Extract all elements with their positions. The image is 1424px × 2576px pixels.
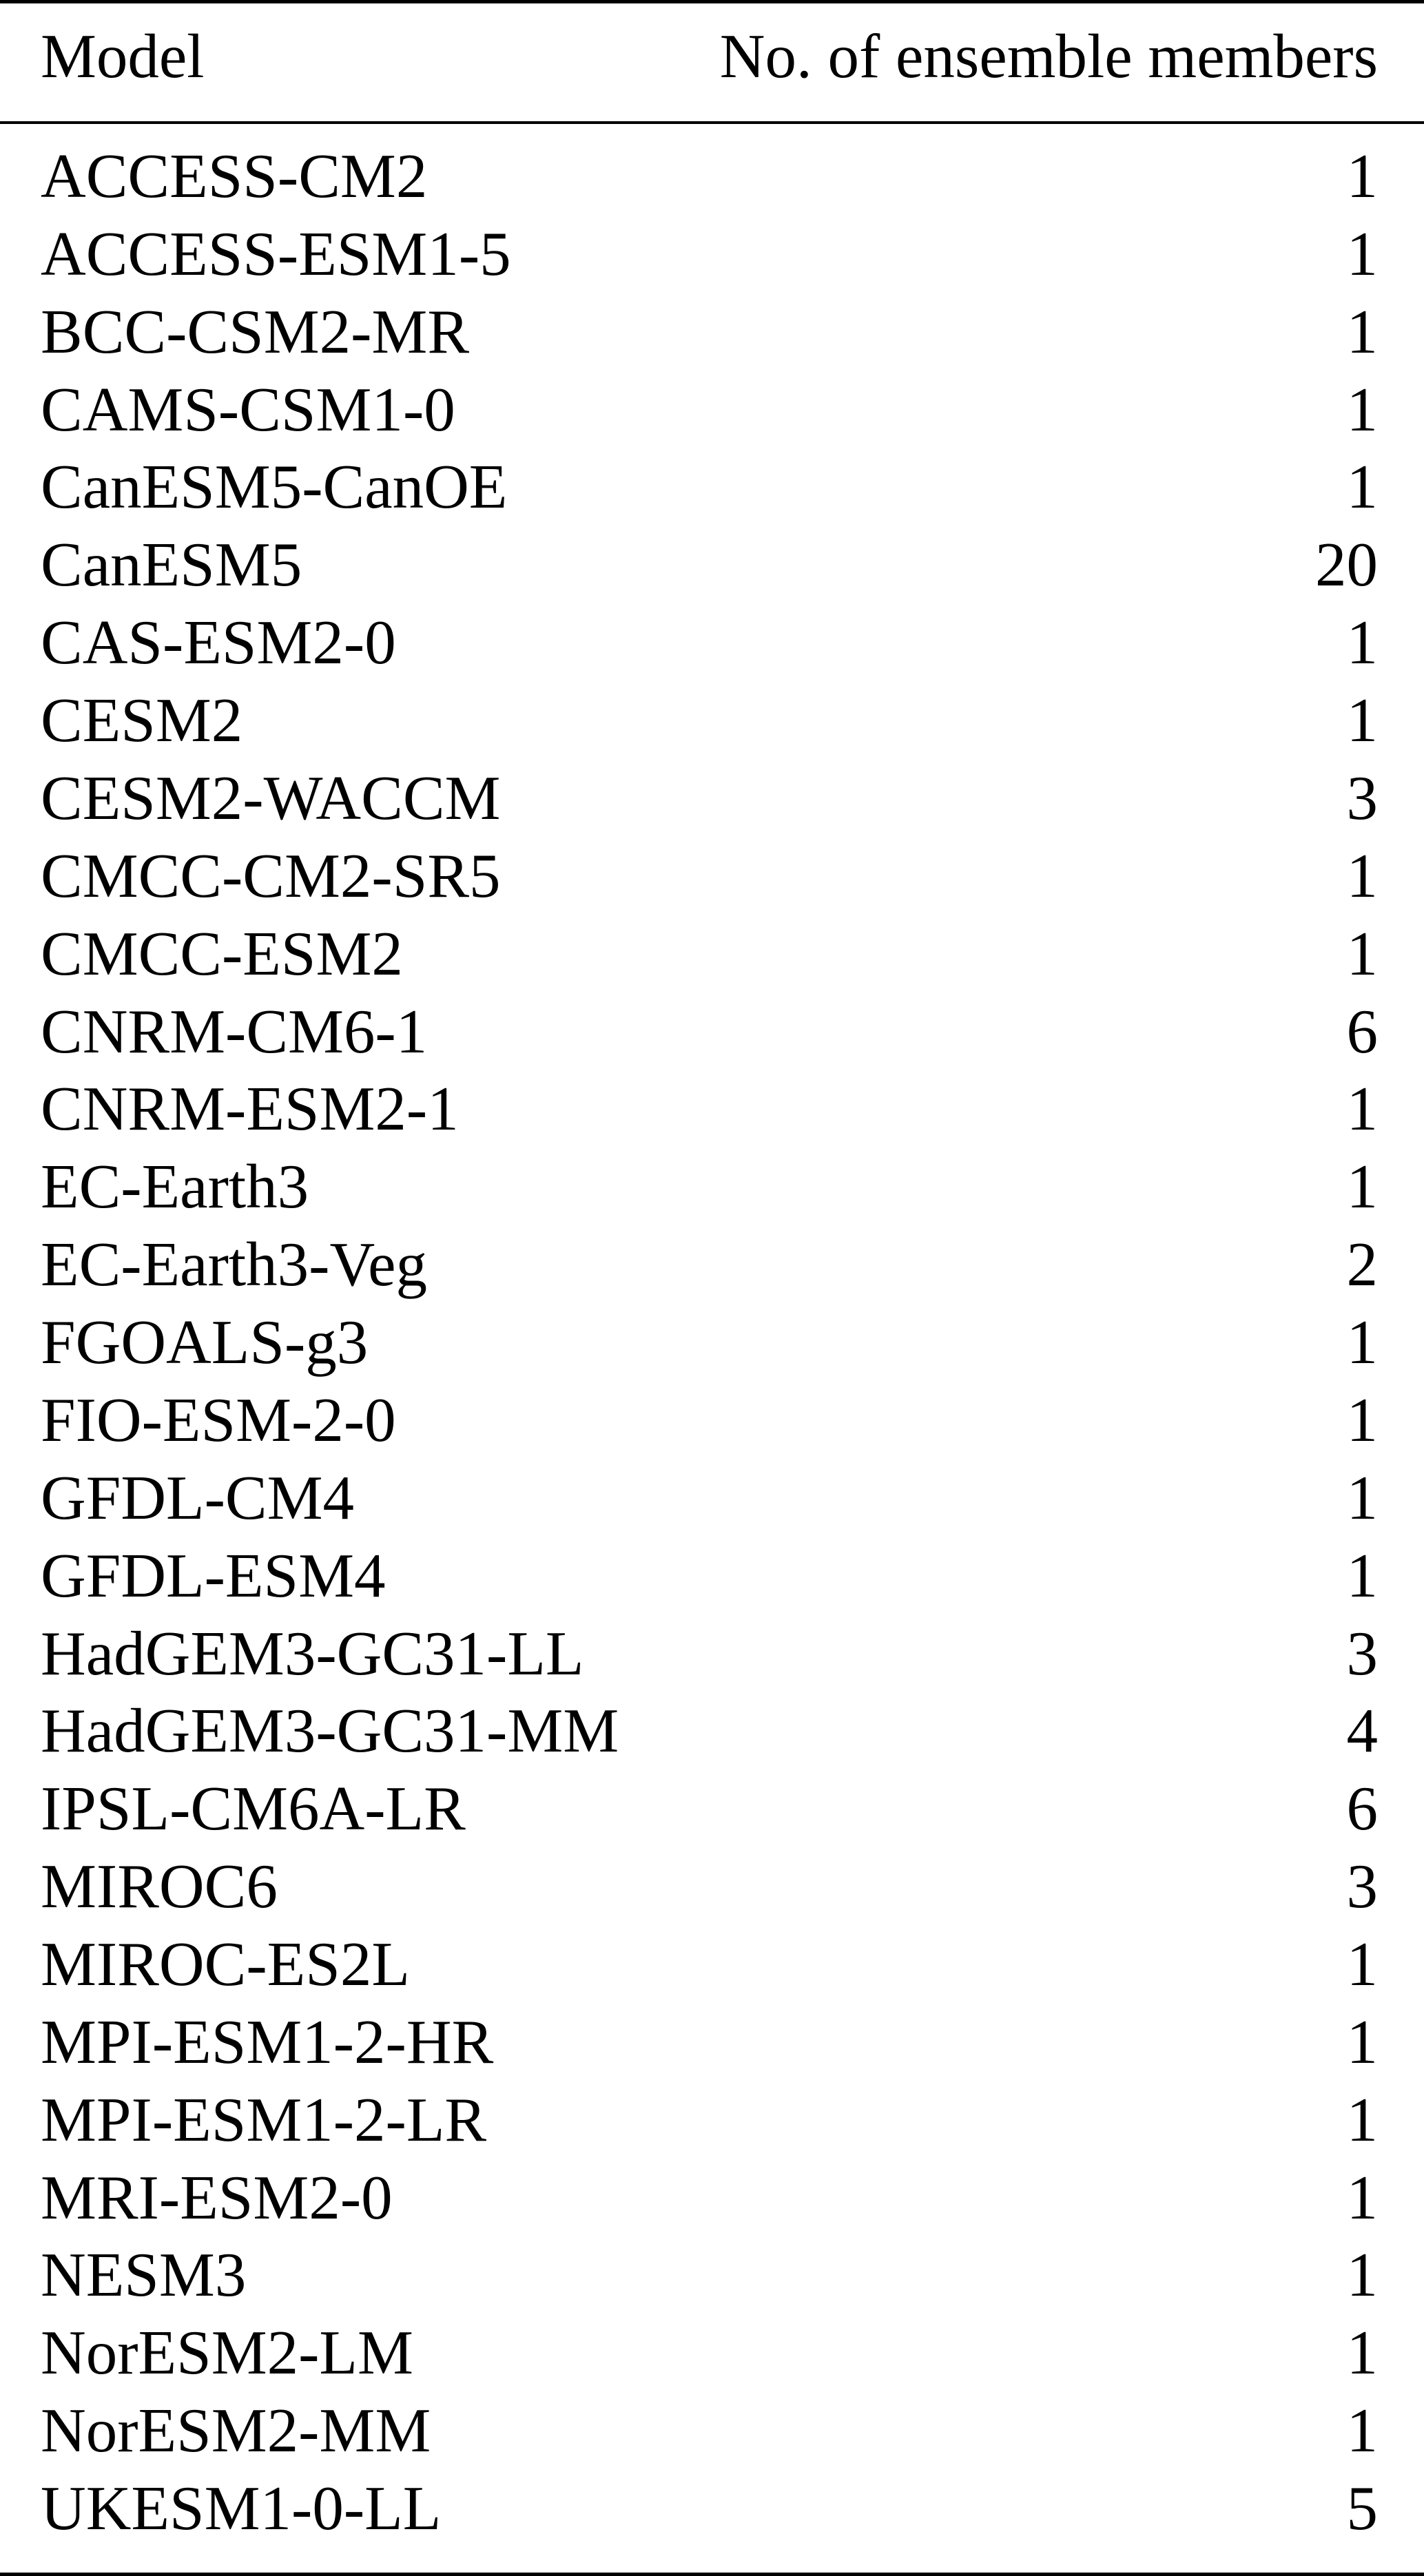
ensemble-count: 1 [1346,2084,1379,2154]
ensemble-count: 1 [1346,685,1379,756]
model-name: NESM3 [41,2240,247,2310]
ensemble-count: 1 [1346,607,1379,678]
model-name: CESM2-WACCM [41,762,501,833]
model-name: FGOALS-g3 [41,1307,369,1378]
table-row: CAS-ESM2-0 1 [0,604,1424,682]
ensemble-count: 1 [1346,141,1379,211]
ensemble-count: 3 [1346,762,1379,833]
bottom-rule [0,2573,1424,2576]
model-name: CanESM5 [41,530,302,600]
model-name: HadGEM3-GC31-LL [41,1618,584,1688]
ensemble-count: 6 [1346,996,1379,1066]
table-row: HadGEM3-GC31-MM 4 [0,1692,1424,1770]
model-name: NorESM2-MM [41,2396,431,2466]
model-name: HadGEM3-GC31-MM [41,1696,619,1766]
ensemble-count: 1 [1346,1929,1379,1999]
model-name: FIO-ESM-2-0 [41,1384,396,1455]
ensemble-count: 2 [1346,1229,1379,1300]
header-ensemble-members: No. of ensemble members [719,21,1378,91]
table-header: Model No. of ensemble members [0,18,1424,96]
ensemble-count: 1 [1346,452,1379,522]
table-row: NorESM2-MM 1 [0,2392,1424,2470]
model-name: CAS-ESM2-0 [41,607,396,678]
model-name: BCC-CSM2-MR [41,296,470,366]
model-name: UKESM1-0-LL [41,2473,442,2544]
ensemble-count: 1 [1346,2396,1379,2466]
table-row: CESM2-WACCM 3 [0,760,1424,838]
table-row: MRI-ESM2-0 1 [0,2159,1424,2237]
ensemble-count: 20 [1315,530,1378,600]
table-row: CMCC-ESM2 1 [0,915,1424,993]
ensemble-count: 1 [1346,218,1379,289]
top-rule [0,0,1424,3]
model-name: EC-Earth3-Veg [41,1229,427,1300]
ensemble-count: 1 [1346,1384,1379,1455]
model-name: ACCESS-CM2 [41,141,428,211]
table-row: CMCC-CM2-SR5 1 [0,838,1424,915]
table-row: ACCESS-ESM1-5 1 [0,216,1424,293]
model-name: MIROC-ES2L [41,1929,410,1999]
ensemble-count: 3 [1346,1618,1379,1688]
model-name: CNRM-CM6-1 [41,996,428,1066]
table-row: NorESM2-LM 1 [0,2314,1424,2392]
model-name: EC-Earth3 [41,1152,309,1222]
table-row: EC-Earth3-Veg 2 [0,1226,1424,1304]
model-name: IPSL-CM6A-LR [41,1774,466,1844]
model-name: ACCESS-ESM1-5 [41,218,511,289]
ensemble-count: 1 [1346,1462,1379,1533]
table-row: MIROC-ES2L 1 [0,1926,1424,2004]
model-name: CanESM5-CanOE [41,452,508,522]
table-row: BCC-CSM2-MR 1 [0,293,1424,371]
table-row: CAMS-CSM1-0 1 [0,371,1424,449]
ensemble-count: 1 [1346,2162,1379,2232]
ensemble-count: 5 [1346,2473,1379,2544]
table-row: FIO-ESM-2-0 1 [0,1382,1424,1460]
model-name: MIROC6 [41,1851,278,1922]
ensemble-count: 3 [1346,1851,1379,1922]
header-rule [0,121,1424,124]
ensemble-count: 4 [1346,1696,1379,1766]
table-row: CNRM-CM6-1 6 [0,993,1424,1071]
model-name: MPI-ESM1-2-HR [41,2006,494,2077]
ensemble-count: 1 [1346,2318,1379,2388]
table-row: CNRM-ESM2-1 1 [0,1070,1424,1148]
model-name: CNRM-ESM2-1 [41,1074,459,1144]
model-name: GFDL-ESM4 [41,1540,386,1610]
ensemble-count: 1 [1346,1540,1379,1610]
model-name: MPI-ESM1-2-LR [41,2084,487,2154]
ensemble-count: 1 [1346,1307,1379,1378]
model-name: CMCC-CM2-SR5 [41,840,501,911]
model-name: MRI-ESM2-0 [41,2162,393,2232]
ensemble-count: 6 [1346,1774,1379,1844]
table-row: MPI-ESM1-2-LR 1 [0,2081,1424,2159]
model-name: CMCC-ESM2 [41,918,403,988]
ensemble-count: 1 [1346,2240,1379,2310]
table-row: CanESM5-CanOE 1 [0,448,1424,526]
ensemble-count: 1 [1346,840,1379,911]
model-name: CESM2 [41,685,243,756]
table-row: NESM3 1 [0,2236,1424,2314]
table-row: EC-Earth3 1 [0,1148,1424,1226]
model-name: CAMS-CSM1-0 [41,374,455,444]
table-row: MIROC6 3 [0,1848,1424,1926]
table-row: UKESM1-0-LL 5 [0,2470,1424,2548]
ensemble-count: 1 [1346,2006,1379,2077]
ensemble-count: 1 [1346,918,1379,988]
table-row: ACCESS-CM2 1 [0,138,1424,216]
table-row: GFDL-CM4 1 [0,1460,1424,1537]
table-row: FGOALS-g3 1 [0,1304,1424,1382]
table-row: IPSL-CM6A-LR 6 [0,1770,1424,1848]
ensemble-count: 1 [1346,296,1379,366]
ensemble-count: 1 [1346,1074,1379,1144]
ensemble-count: 1 [1346,374,1379,444]
table-row: CanESM5 20 [0,526,1424,604]
header-model: Model [41,21,205,91]
model-name: GFDL-CM4 [41,1462,355,1533]
table-row: CESM2 1 [0,682,1424,760]
ensemble-count: 1 [1346,1152,1379,1222]
table-row: HadGEM3-GC31-LL 3 [0,1615,1424,1693]
table-row: GFDL-ESM4 1 [0,1537,1424,1615]
model-name: NorESM2-LM [41,2318,413,2388]
table-row: MPI-ESM1-2-HR 1 [0,2004,1424,2081]
